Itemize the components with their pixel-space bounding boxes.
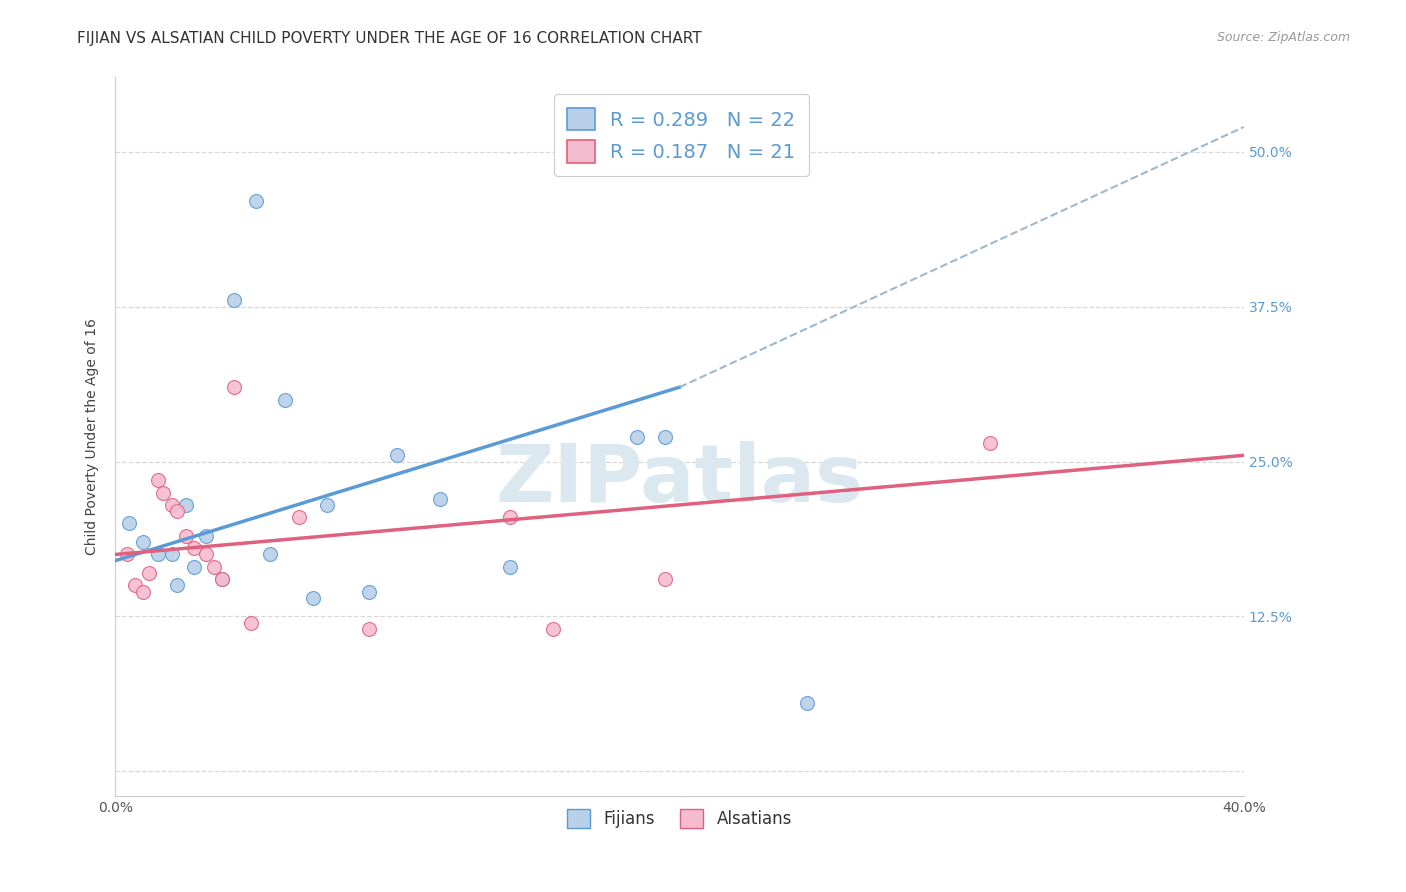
Point xyxy=(166,578,188,592)
Point xyxy=(245,194,267,209)
Point xyxy=(315,498,337,512)
Point xyxy=(194,529,217,543)
Point xyxy=(499,559,522,574)
Point xyxy=(146,548,169,562)
Point xyxy=(541,622,564,636)
Text: Source: ZipAtlas.com: Source: ZipAtlas.com xyxy=(1216,31,1350,45)
Point xyxy=(132,535,155,549)
Point xyxy=(194,548,217,562)
Point xyxy=(174,529,197,543)
Point xyxy=(132,584,155,599)
Point xyxy=(499,510,522,524)
Point xyxy=(183,559,205,574)
Point xyxy=(259,548,281,562)
Point xyxy=(138,566,160,580)
Point xyxy=(429,491,451,506)
Point xyxy=(796,696,818,710)
Legend: Fijians, Alsatians: Fijians, Alsatians xyxy=(560,802,799,835)
Point xyxy=(979,436,1001,450)
Point xyxy=(273,392,295,407)
Point xyxy=(654,430,676,444)
Point xyxy=(211,572,233,586)
Point xyxy=(146,473,169,487)
Point xyxy=(301,591,323,605)
Point xyxy=(222,380,245,394)
Point xyxy=(202,559,225,574)
Point xyxy=(626,430,648,444)
Point xyxy=(222,293,245,308)
Point xyxy=(118,516,141,531)
Y-axis label: Child Poverty Under the Age of 16: Child Poverty Under the Age of 16 xyxy=(86,318,100,555)
Point xyxy=(174,498,197,512)
Point xyxy=(124,578,146,592)
Point xyxy=(654,572,676,586)
Point xyxy=(359,584,381,599)
Point xyxy=(239,615,262,630)
Point xyxy=(183,541,205,556)
Point xyxy=(160,498,183,512)
Point xyxy=(166,504,188,518)
Point xyxy=(115,548,138,562)
Point xyxy=(160,548,183,562)
Point xyxy=(287,510,309,524)
Point xyxy=(211,572,233,586)
Text: ZIPatlas: ZIPatlas xyxy=(495,441,863,519)
Point xyxy=(387,448,409,462)
Point xyxy=(152,485,174,500)
Point xyxy=(359,622,381,636)
Text: FIJIAN VS ALSATIAN CHILD POVERTY UNDER THE AGE OF 16 CORRELATION CHART: FIJIAN VS ALSATIAN CHILD POVERTY UNDER T… xyxy=(77,31,702,46)
